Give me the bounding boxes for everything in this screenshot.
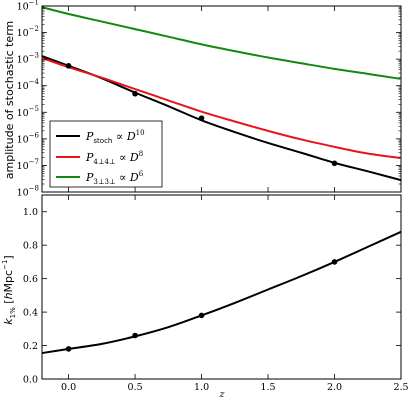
top-y-tick-label: 10−6 <box>17 131 40 145</box>
bottom-curves <box>41 230 402 355</box>
bottom-x-tick-label: 2.5 <box>393 382 408 393</box>
bottom-x-tick-label: 0.0 <box>61 382 76 393</box>
bottom-points <box>65 259 338 352</box>
top-y-tick-label: 10−7 <box>17 158 39 172</box>
bottom-y-tick-label: 0.8 <box>23 241 38 252</box>
top-y-tick-label: 10−2 <box>17 25 39 39</box>
top-y-tick-label: 10−8 <box>17 185 39 199</box>
top-series-line-2 <box>41 6 402 80</box>
top-data-point <box>132 90 138 97</box>
top-y-tick-label: 10−5 <box>17 105 39 119</box>
bottom-y-tick-label: 1.0 <box>23 207 38 218</box>
top-y-ticks: 10−8 10−7 10−6 10−5 10−4 10−3 10−2 10−1 <box>17 0 401 199</box>
legend: Pstoch ∝ D10 P4⊥4⊥ ∝ D8 P3⊥3⊥ ∝ D6 <box>49 120 163 188</box>
top-data-point <box>331 160 338 167</box>
bottom-data-point <box>65 346 72 352</box>
bottom-y-ticks: 0.0 0.2 0.4 0.6 0.8 1.0 <box>23 207 401 386</box>
top-x-ticks <box>68 6 402 192</box>
bottom-x-tick-label: 1.0 <box>194 382 209 393</box>
bottom-y-tick-label: 0.4 <box>23 308 38 319</box>
bottom-x-axis-label: z <box>218 389 225 400</box>
legend-entry-3perp: P3⊥3⊥ ∝ D6 <box>56 170 144 186</box>
top-data-point <box>198 115 205 121</box>
bottom-series-line-0 <box>41 230 402 355</box>
bottom-x-tick-label: 1.5 <box>260 382 275 393</box>
top-points <box>65 63 338 167</box>
top-y-axis-label: amplitude of stochastic term <box>3 21 16 180</box>
legend-entry-4perp: P4⊥4⊥ ∝ D8 <box>56 150 143 166</box>
bottom-data-point <box>132 332 138 339</box>
top-panel: 10−8 10−7 10−6 10−5 10−4 10−3 10−2 10−1 amplitu… <box>3 0 402 199</box>
bottom-x-tick-label: 0.5 <box>128 382 143 393</box>
legend-label-stoch: Pstoch ∝ D10 <box>85 129 145 145</box>
bottom-plot-frame <box>41 194 402 380</box>
bottom-panel: 0.0 0.2 0.4 0.6 0.8 1.0 0.0 0.5 1.0 1.5 2.0 2.5 k1… <box>1 194 409 400</box>
top-y-tick-label: 10−1 <box>17 0 39 13</box>
legend-entry-stoch: Pstoch ∝ D10 <box>56 129 145 145</box>
bottom-y-tick-label: 0.2 <box>23 341 38 352</box>
bottom-y-tick-label: 0.0 <box>23 375 38 386</box>
top-y-tick-label: 10−4 <box>17 78 40 92</box>
top-series-line-1 <box>41 57 402 160</box>
bottom-y-tick-label: 0.6 <box>23 274 38 285</box>
bottom-x-tick-label: 2.0 <box>327 382 342 393</box>
bottom-x-ticks: 0.0 0.5 1.0 1.5 2.0 2.5 <box>61 195 409 393</box>
bottom-y-axis-label: k1% [hMpc−1] <box>1 255 17 324</box>
top-data-point <box>65 63 72 69</box>
legend-label-4perp: P4⊥4⊥ ∝ D8 <box>85 150 143 166</box>
bottom-data-point <box>198 312 205 319</box>
bottom-data-point <box>331 259 338 265</box>
legend-label-3perp: P3⊥3⊥ ∝ D6 <box>85 170 144 186</box>
top-y-tick-label: 10−3 <box>17 52 39 66</box>
